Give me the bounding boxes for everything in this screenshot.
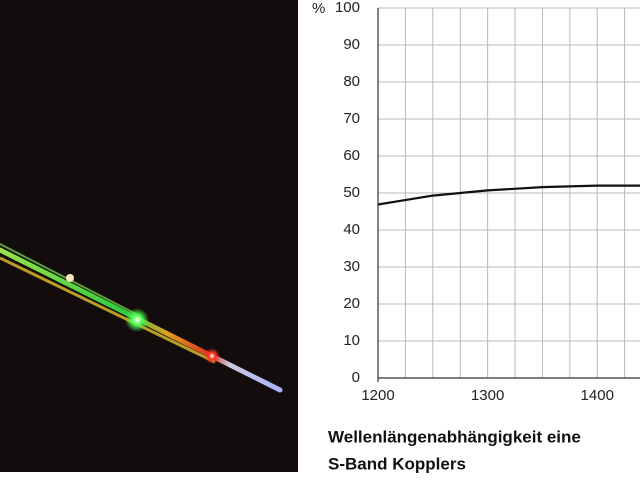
y-tick-label: 60 <box>343 147 360 164</box>
line-series <box>378 184 640 206</box>
y-tick-label: 20 <box>343 295 360 312</box>
y-tick-label: 80 <box>343 73 360 90</box>
y-tick-label: 90 <box>343 36 360 53</box>
caption: Wellenlängenabhängigkeit eine <box>328 427 581 446</box>
caption: S-Band Kopplers <box>328 454 466 473</box>
x-tick-label: 1400 <box>581 387 614 404</box>
y-tick-label: 70 <box>343 110 360 127</box>
photo <box>0 0 298 472</box>
x-tick-label: 1300 <box>471 387 504 404</box>
y-tick-label: 10 <box>343 332 360 349</box>
y-tick-label: 40 <box>343 221 360 238</box>
y-axis-label: % <box>312 0 325 17</box>
plot <box>378 7 640 379</box>
y-tick-label: 0 <box>352 369 360 386</box>
x-tick-label: 1200 <box>361 387 394 404</box>
y-tick-label: 30 <box>343 258 360 275</box>
y-tick-label: 100 <box>335 0 360 16</box>
y-tick-label: 50 <box>343 184 360 201</box>
